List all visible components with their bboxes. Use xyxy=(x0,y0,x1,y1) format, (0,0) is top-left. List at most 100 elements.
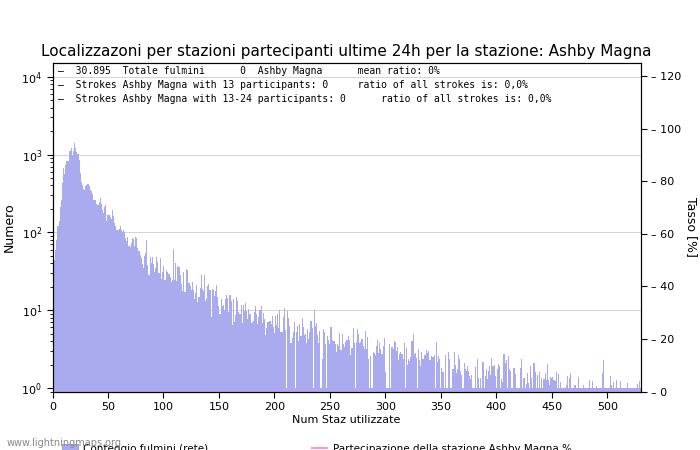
Bar xyxy=(54,260,55,450)
Bar xyxy=(517,388,518,450)
Bar xyxy=(306,343,307,450)
Bar xyxy=(146,240,148,450)
Bar xyxy=(581,388,582,450)
Bar xyxy=(604,388,606,450)
Bar xyxy=(370,356,372,450)
Bar xyxy=(494,365,495,450)
Bar xyxy=(95,200,97,450)
Bar xyxy=(125,238,126,450)
Bar xyxy=(245,303,246,450)
Bar xyxy=(249,314,251,450)
Bar xyxy=(290,343,292,450)
Bar xyxy=(592,382,594,450)
Bar xyxy=(203,291,204,450)
Bar xyxy=(287,311,288,450)
Bar xyxy=(145,253,146,450)
Bar xyxy=(496,388,497,450)
Legend: Conteggio fulmini (rete), Conteggio fulmini stazione Ashby Magna, Partecipazione: Conteggio fulmini (rete), Conteggio fulm… xyxy=(57,439,575,450)
Bar xyxy=(258,317,260,450)
Bar xyxy=(286,388,287,450)
Bar xyxy=(444,356,446,450)
Bar xyxy=(63,168,64,450)
Bar xyxy=(169,277,171,450)
Bar xyxy=(632,388,634,450)
Bar xyxy=(615,380,617,450)
Bar xyxy=(328,340,329,450)
Bar xyxy=(556,388,558,450)
Bar xyxy=(530,366,531,450)
Bar xyxy=(566,386,567,450)
Bar xyxy=(139,255,141,450)
Bar xyxy=(528,383,529,450)
Bar xyxy=(636,384,638,450)
Bar xyxy=(236,297,237,450)
Bar xyxy=(526,384,527,450)
Bar xyxy=(94,200,95,450)
Bar xyxy=(598,388,599,450)
Bar xyxy=(559,388,560,450)
Bar xyxy=(438,356,439,450)
Bar xyxy=(101,204,102,450)
Bar xyxy=(414,353,416,450)
Bar xyxy=(334,341,335,450)
Bar xyxy=(66,162,67,450)
Bar xyxy=(284,308,285,450)
Bar xyxy=(458,355,459,450)
Bar xyxy=(426,350,427,450)
Bar xyxy=(363,346,364,450)
Bar xyxy=(289,326,290,450)
Bar xyxy=(476,388,477,450)
Bar xyxy=(234,322,235,450)
Bar xyxy=(561,388,562,450)
Bar xyxy=(57,226,59,450)
Bar xyxy=(436,342,437,450)
Bar xyxy=(588,388,589,450)
Bar xyxy=(113,216,114,450)
Bar xyxy=(160,258,161,450)
Bar xyxy=(357,329,358,450)
Bar xyxy=(491,358,492,450)
Bar xyxy=(577,388,578,450)
Bar xyxy=(385,372,386,450)
Bar xyxy=(498,364,499,450)
X-axis label: Num Staz utilizzate: Num Staz utilizzate xyxy=(293,415,400,425)
Bar xyxy=(470,378,471,450)
Bar xyxy=(440,388,442,450)
Bar xyxy=(262,313,264,450)
Bar xyxy=(511,388,512,450)
Bar xyxy=(136,238,137,450)
Bar xyxy=(551,378,552,450)
Bar xyxy=(383,346,384,450)
Bar xyxy=(107,215,108,450)
Bar xyxy=(264,320,265,450)
Bar xyxy=(206,299,207,450)
Bar xyxy=(337,344,338,450)
Bar xyxy=(609,388,610,450)
Bar xyxy=(201,275,202,450)
Bar xyxy=(460,371,461,450)
Bar xyxy=(519,388,520,450)
Bar xyxy=(143,267,144,450)
Bar xyxy=(304,335,305,450)
Bar xyxy=(148,275,150,450)
Bar xyxy=(423,359,424,450)
Bar xyxy=(324,332,325,450)
Bar xyxy=(154,272,155,450)
Bar xyxy=(103,213,104,450)
Bar xyxy=(349,339,351,450)
Bar xyxy=(326,388,327,450)
Bar xyxy=(482,362,484,450)
Bar xyxy=(490,375,491,450)
Title: Localizzazoni per stazioni partecipanti ultime 24h per la stazione: Ashby Magna: Localizzazoni per stazioni partecipanti … xyxy=(41,44,652,59)
Bar xyxy=(447,388,448,450)
Bar xyxy=(391,347,393,450)
Bar xyxy=(354,343,355,450)
Bar xyxy=(75,148,76,450)
Bar xyxy=(316,323,317,450)
Bar xyxy=(156,256,158,450)
Bar xyxy=(402,359,404,450)
Bar xyxy=(281,332,283,450)
Bar xyxy=(71,148,72,450)
Bar xyxy=(185,292,186,450)
Bar xyxy=(621,388,622,450)
